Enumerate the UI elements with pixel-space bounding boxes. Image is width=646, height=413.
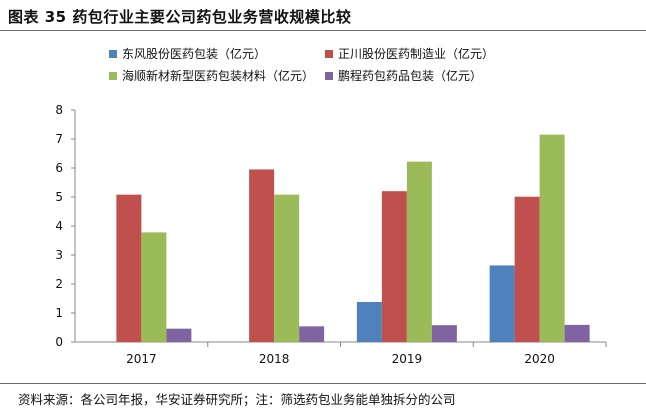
y-tick-label: 3 [55, 248, 63, 262]
bar [381, 191, 407, 342]
legend-swatch [109, 72, 117, 80]
bar [514, 196, 540, 342]
legend-swatch [325, 72, 333, 80]
bar [299, 326, 325, 342]
y-tick-label: 5 [55, 190, 63, 204]
bar [141, 232, 167, 342]
y-tick-label: 7 [55, 132, 63, 146]
bar [249, 169, 275, 342]
title-divider [0, 30, 646, 31]
y-tick-label: 2 [55, 277, 63, 291]
y-tick-label: 0 [55, 335, 63, 349]
bar-chart: 东风股份医药包装（亿元） 正川股份医药制造业（亿元） 海顺新材新型医药包装材料（亿元… [55, 46, 607, 366]
x-tick-label: 2017 [126, 352, 157, 366]
bar [489, 265, 515, 342]
bar [539, 134, 565, 342]
x-tick-label: 2018 [259, 352, 290, 366]
source-note: 资料来源：各公司年报，华安证券研究所；注：筛选药包业务能单独拆分的公司 [18, 392, 456, 407]
bar [166, 328, 192, 342]
y-tick-label: 4 [55, 219, 63, 233]
legend-label: 正川股份医药制造业（亿元） [338, 46, 494, 61]
y-tick-label: 6 [55, 161, 63, 175]
footer-divider [0, 383, 646, 384]
bar [406, 161, 432, 342]
bar [356, 301, 382, 342]
legend-label: 东风股份医药包装（亿元） [122, 46, 266, 61]
bar [274, 194, 300, 342]
x-tick-label: 2020 [524, 352, 555, 366]
y-tick-label: 1 [55, 306, 63, 320]
x-tick-label: 2019 [392, 352, 423, 366]
legend-label: 鹏程药包药品包装（亿元） [338, 68, 482, 83]
legend-swatch [109, 50, 117, 58]
bar [116, 194, 142, 342]
bar [431, 325, 457, 342]
bar [564, 324, 590, 342]
legend-swatch [325, 50, 333, 58]
chart-title: 图表 35 药包行业主要公司药包业务营收规模比较 [8, 8, 352, 26]
legend-label: 海顺新材新型医药包装材料（亿元） [122, 68, 314, 83]
y-tick-label: 8 [55, 103, 63, 117]
